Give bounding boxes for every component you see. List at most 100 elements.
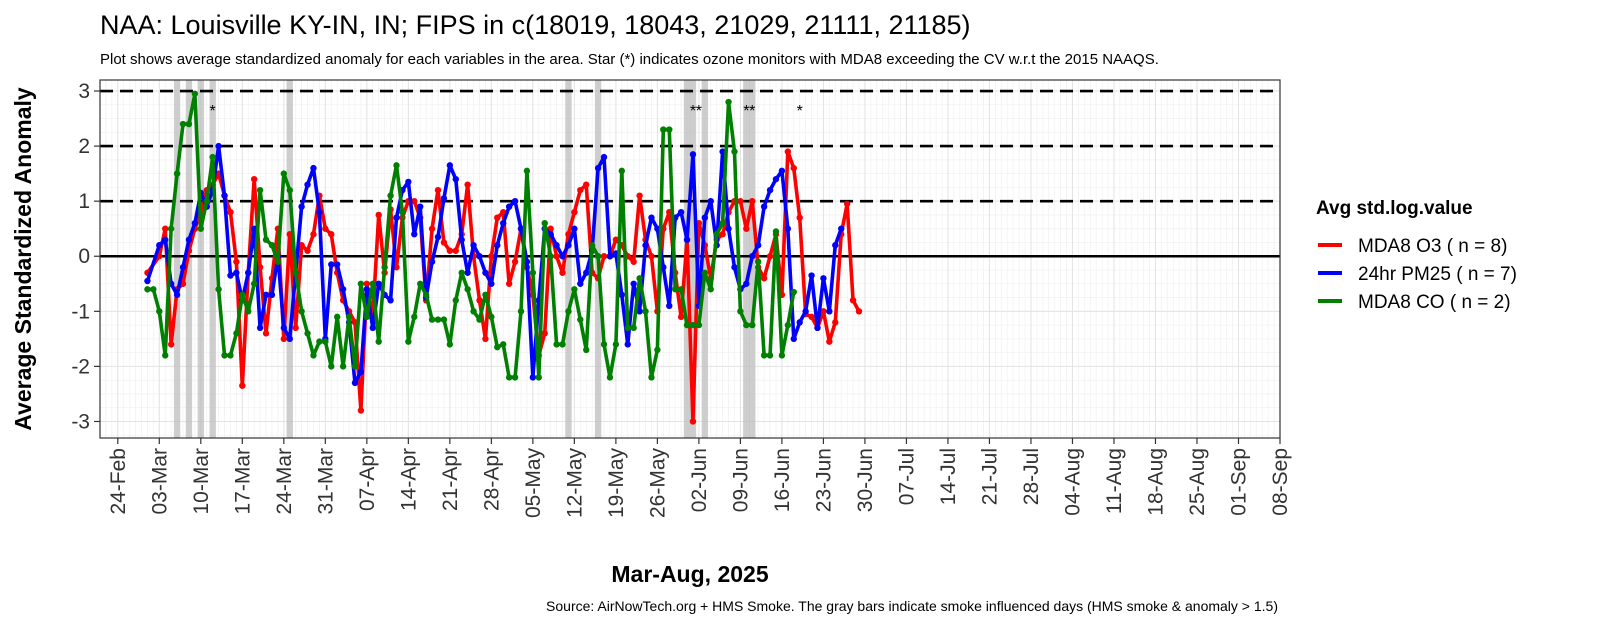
series-point (417, 203, 424, 210)
series-point (488, 253, 495, 260)
series-point (476, 297, 483, 304)
series-point (488, 313, 495, 321)
series-point (565, 308, 572, 315)
series-point (494, 214, 501, 221)
series-point (179, 120, 187, 128)
series-point (434, 316, 442, 323)
series-point (754, 258, 762, 265)
series-point (434, 233, 442, 241)
y-tick-label: 1 (78, 190, 90, 213)
x-tick-label: 23-Jun (812, 448, 835, 512)
series-point (144, 286, 151, 293)
series-point (494, 242, 501, 249)
series-line (145, 91, 796, 380)
series-point (464, 286, 471, 293)
series-point (600, 253, 608, 260)
series-point (505, 203, 513, 210)
series-point (749, 197, 756, 205)
legend-label: MDA8 CO ( n = 2) (1358, 292, 1511, 313)
series-point (233, 330, 240, 337)
series-point (458, 236, 465, 243)
series-point (333, 313, 341, 321)
series-point (683, 236, 691, 243)
y-axis-title: Average Standardized Anomaly (10, 87, 36, 431)
exceedance-star: * (690, 103, 696, 120)
series-point (339, 286, 347, 293)
y-tick-label: -1 (71, 300, 90, 323)
exceedance-star: * (696, 103, 702, 120)
series-point (464, 269, 471, 276)
y-axis-ticks: -3 -2 -1 0 1 2 3 (71, 80, 100, 433)
series-point (571, 286, 578, 293)
series-point (529, 269, 537, 276)
series-point (452, 175, 459, 183)
series-point (790, 288, 797, 296)
legend: Avg std.log.value MDA8 O3 ( n = 8) 24hr P… (1316, 198, 1517, 313)
series-point (476, 316, 483, 323)
series-point (725, 225, 732, 232)
series-point (636, 308, 643, 315)
series-point (731, 148, 738, 155)
series-point (162, 236, 169, 243)
series-point (304, 330, 311, 337)
series-point (411, 313, 418, 321)
series-point (517, 225, 525, 232)
x-tick-label: 10-Mar (190, 448, 213, 515)
series-point (452, 247, 459, 254)
series-point (167, 225, 175, 232)
series-point (233, 269, 240, 276)
series-point (559, 269, 566, 276)
series-point (731, 264, 738, 271)
series-point (298, 203, 305, 210)
series-point (624, 324, 631, 332)
x-tick-label: 16-Jun (771, 448, 794, 512)
series-point (310, 352, 317, 359)
series-point (719, 148, 726, 155)
series-point (292, 324, 299, 332)
series-point (162, 352, 169, 359)
series-point (511, 258, 519, 265)
series-point (369, 280, 376, 287)
series-point (316, 208, 323, 216)
series-point (488, 280, 495, 287)
smoke-bar (209, 80, 216, 438)
legend-title: Avg std.log.value (1316, 198, 1473, 219)
series-point (737, 197, 744, 205)
series-point (808, 272, 815, 279)
x-tick-label: 28-Apr (480, 448, 503, 511)
series-point (707, 286, 714, 293)
series-point (215, 286, 222, 293)
series-point (843, 200, 851, 208)
series-point (268, 242, 276, 249)
smoke-bar (689, 80, 697, 438)
series-point (393, 264, 400, 271)
series-point (286, 186, 293, 194)
x-tick-label: 21-Jul (978, 448, 1001, 505)
series-point (458, 269, 465, 276)
series-point (832, 319, 839, 326)
series-point (820, 275, 827, 282)
series-point (256, 186, 264, 194)
series-point (215, 142, 222, 150)
series-point (411, 231, 418, 238)
series-point (577, 280, 584, 287)
series-point (838, 225, 845, 232)
series-point (221, 192, 228, 199)
series-point (393, 162, 400, 169)
series-point (594, 253, 602, 260)
y-tick-label: 3 (78, 80, 90, 103)
series-point (535, 374, 542, 381)
series-point (541, 330, 548, 337)
series-point (375, 338, 382, 345)
series-point (262, 330, 270, 337)
series-point (517, 308, 525, 315)
series-point (666, 126, 673, 133)
series-point (203, 197, 210, 205)
smoke-bar (743, 80, 750, 438)
series-point (826, 308, 833, 315)
series-point (428, 258, 436, 265)
x-tick-label: 21-Apr (439, 448, 462, 511)
exceedance-stars: * * * * * * (210, 103, 803, 120)
chart-title: NAA: Louisville KY-IN, IN; FIPS in c(180… (100, 10, 971, 40)
